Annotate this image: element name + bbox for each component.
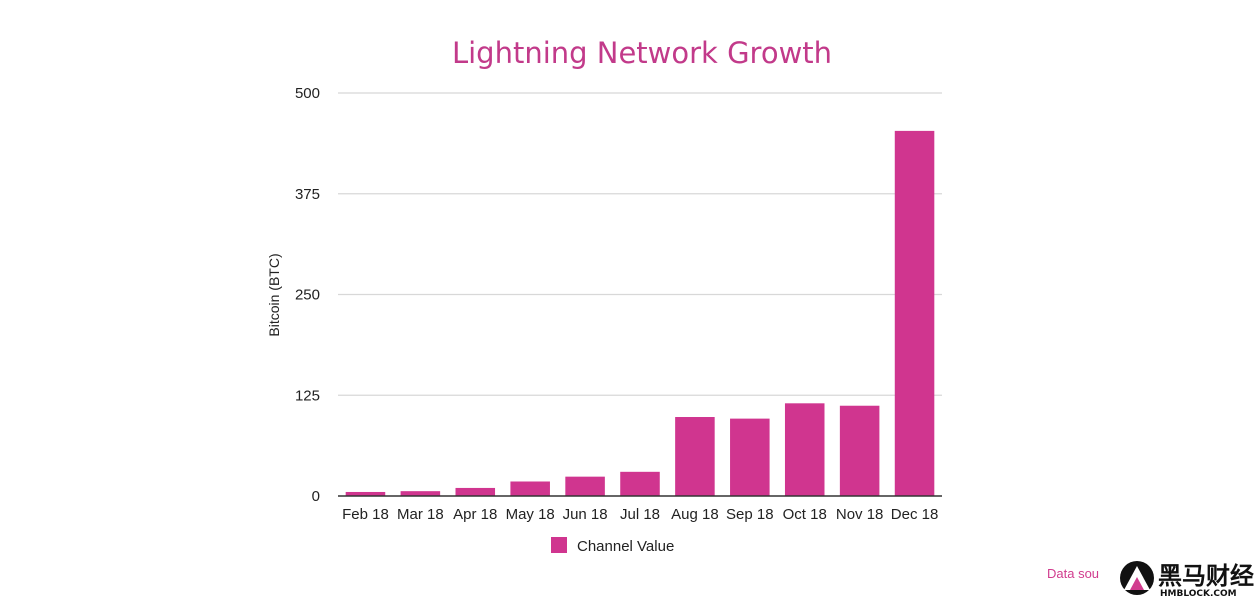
y-tick-label: 0 [312,488,320,505]
y-tick-label: 500 [295,85,320,102]
watermark: 黑马财经 HMBLOCK.COM [1120,561,1254,599]
x-tick-label: Jul 18 [620,506,660,523]
legend-label-channel-value: Channel Value [577,538,674,555]
bar [400,491,441,496]
x-tick-label: Jun 18 [563,506,608,523]
bar [894,130,935,496]
y-tick-label: 125 [295,387,320,404]
x-tick-label: Oct 18 [783,506,827,523]
x-tick-label: Mar 18 [397,506,444,523]
legend-swatch-channel-value [551,537,567,553]
watermark-subtitle: HMBLOCK.COM [1160,589,1237,599]
bar [510,481,550,496]
y-tick-label: 375 [295,186,320,203]
bar [345,491,386,496]
bar [620,471,660,496]
x-axis-ticks: Feb 18 Mar 18 Apr 18 May 18 Jun 18 Jul 18 Aug … [342,506,938,523]
x-tick-label: Feb 18 [342,506,389,523]
bar [784,403,825,496]
chart-title: Lightning Network Growth [452,36,832,70]
y-tick-label: 250 [295,287,320,304]
bar [565,476,605,496]
y-axis-ticks: 0 125 250 375 500 [295,85,320,505]
bar [675,417,715,496]
legend: Channel Value [551,537,674,555]
bar [839,405,880,496]
y-axis-title: Bitcoin (BTC) [266,253,282,336]
watermark-logo-icon [1120,561,1154,595]
x-tick-label: Nov 18 [836,506,884,523]
watermark-title: 黑马财经 [1158,562,1254,590]
bar [455,487,496,496]
grid-lines [338,92,942,396]
bars [345,130,935,496]
bar [730,418,770,496]
x-tick-label: Apr 18 [453,506,497,523]
x-tick-label: May 18 [506,506,555,523]
data-source-text: Data sou [1047,566,1099,581]
x-tick-label: Sep 18 [726,506,774,523]
x-tick-label: Aug 18 [671,506,719,523]
x-tick-label: Dec 18 [891,506,939,523]
